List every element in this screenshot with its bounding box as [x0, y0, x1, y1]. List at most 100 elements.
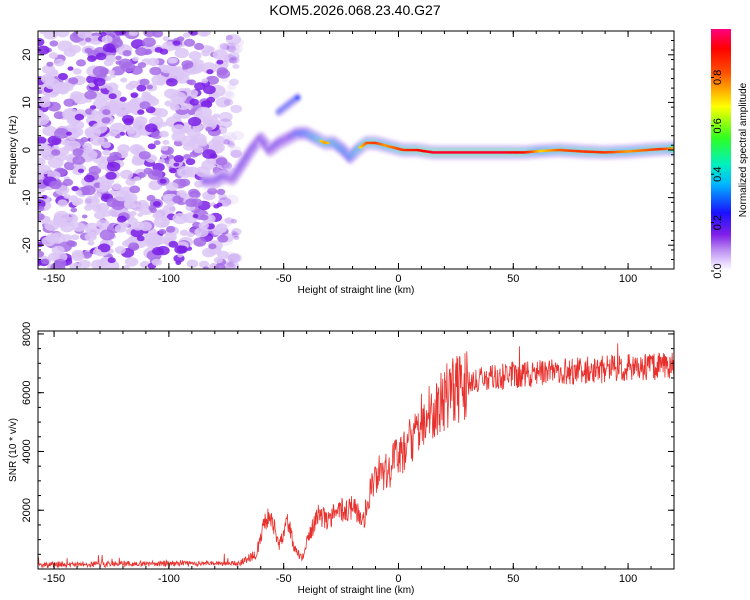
noise-blob: [230, 149, 242, 158]
noise-blob: [219, 43, 230, 50]
noise-blob: [53, 258, 67, 268]
noise-blob: [147, 57, 160, 67]
noise-blob: [216, 67, 229, 76]
noise-blob: [115, 104, 132, 116]
noise-blob: [227, 253, 241, 263]
noise-blob: [198, 260, 210, 268]
noise-blob: [216, 188, 226, 195]
noise-blob: [91, 110, 99, 116]
noise-blob: [57, 147, 70, 156]
noise-blob: [41, 236, 56, 247]
noise-blob: [93, 77, 106, 87]
noise-blob: [169, 57, 178, 64]
noise-blob: [188, 31, 199, 36]
noise-blob: [101, 117, 111, 124]
noise-blob: [106, 161, 121, 172]
noise-blob: [149, 66, 162, 76]
noise-blob: [215, 157, 228, 166]
noise-blob: [225, 91, 233, 97]
noise-blob: [117, 215, 127, 223]
noise-blob: [110, 109, 117, 114]
noise-blob: [230, 218, 238, 224]
noise-blob: [228, 52, 240, 61]
noise-blob: [71, 251, 85, 262]
noise-blob: [72, 155, 86, 165]
noise-blob: [48, 52, 59, 59]
noise-blob: [38, 136, 47, 145]
noise-blob: [114, 246, 126, 255]
noise-blob: [174, 245, 187, 254]
noise-blob: [84, 90, 97, 100]
noise-blob: [160, 65, 173, 74]
noise-blob: [221, 77, 229, 83]
noise-blob: [155, 108, 168, 118]
colorbar-label: Normalized spectral amplitude: [738, 82, 749, 217]
noise-blob: [53, 111, 65, 120]
noise-blob: [39, 31, 46, 34]
noise-blob: [70, 91, 84, 101]
noise-blob: [120, 77, 128, 83]
noise-blob: [127, 128, 136, 134]
noise-blob: [141, 91, 151, 98]
noise-blob: [206, 96, 216, 103]
noise-blob: [153, 216, 170, 228]
noise-blob: [183, 38, 196, 47]
noise-blob: [216, 59, 224, 65]
noise-blob: [125, 83, 135, 90]
noise-blob: [146, 233, 155, 240]
noise-blob: [171, 131, 186, 142]
noise-blob: [60, 139, 70, 146]
noise-blob: [149, 207, 158, 213]
noise-blob: [221, 90, 235, 100]
noise-blob: [162, 139, 170, 145]
noise-blob: [172, 213, 188, 225]
ridge-core: [670, 147, 674, 150]
noise-blob: [168, 240, 179, 248]
colorbar-gradient-bar: [711, 29, 731, 271]
noise-blob: [76, 59, 86, 67]
spec-x-tick-label: 50: [507, 273, 519, 285]
spec-x-tick-label: -50: [276, 273, 292, 285]
noise-blob: [71, 200, 80, 206]
noise-blob: [200, 214, 209, 221]
noise-blob: [131, 156, 145, 166]
figure-title: KOM5.2026.068.23.40.G27: [269, 2, 440, 18]
noise-blob: [101, 141, 111, 149]
noise-blob: [228, 43, 240, 52]
noise-blob: [129, 99, 139, 107]
noise-blob: [133, 176, 140, 181]
noise-blob: [137, 212, 144, 217]
noise-blob: [79, 40, 87, 46]
noise-blob: [203, 85, 216, 95]
noise-blob: [63, 98, 75, 107]
noise-blob: [231, 230, 237, 236]
noise-blob: [99, 229, 115, 241]
noise-blob: [187, 128, 201, 139]
noise-blob: [224, 194, 239, 205]
noise-blob: [138, 151, 151, 160]
noise-blob: [139, 260, 151, 269]
noise-blob: [122, 265, 130, 269]
noise-blob: [218, 197, 232, 207]
noise-blob: [123, 118, 134, 126]
spectrogram-y-axis-label: Frequency (Hz): [8, 116, 19, 185]
noise-blob: [206, 69, 214, 75]
noise-blob: [179, 178, 191, 187]
noise-blob: [62, 178, 74, 186]
noise-blob: [42, 125, 57, 137]
snr-x-tick-label: 0: [395, 573, 401, 585]
noise-blob: [109, 151, 122, 161]
noise-blob: [225, 34, 242, 45]
noise-blob: [189, 98, 199, 106]
noise-blob: [209, 142, 225, 154]
noise-blob: [210, 262, 217, 267]
noise-blob: [158, 229, 167, 235]
noise-blob: [95, 52, 107, 61]
noise-blob: [230, 104, 242, 114]
noise-blob: [218, 193, 228, 201]
colorbar-tick-label: 0.8: [712, 70, 724, 85]
noise-blob: [119, 96, 127, 102]
noise-blob: [47, 101, 61, 112]
